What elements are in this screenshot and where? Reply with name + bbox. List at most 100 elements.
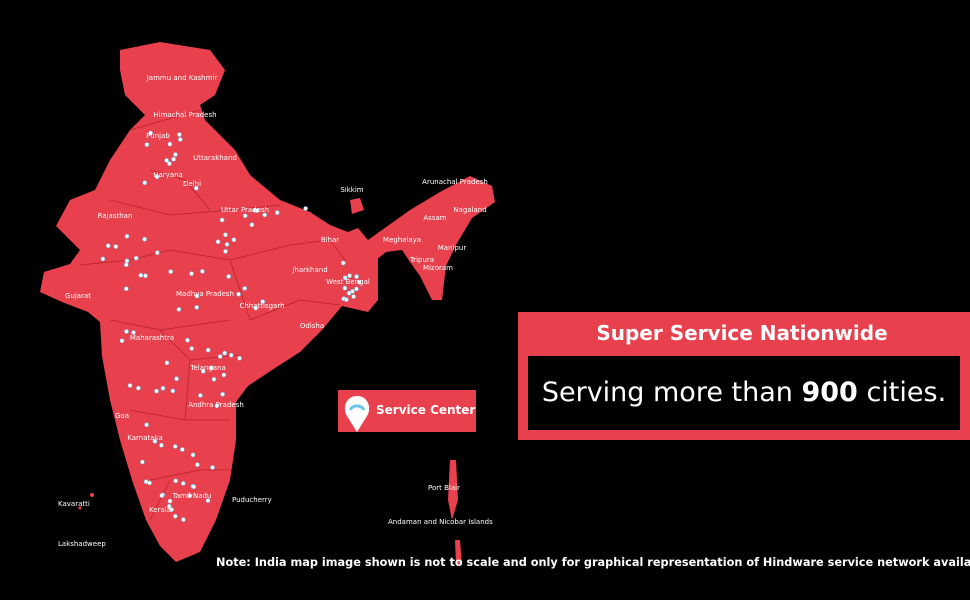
islands-andaman bbox=[448, 460, 462, 565]
north-east bbox=[368, 176, 495, 300]
state-label: Odisha bbox=[300, 322, 324, 330]
service-pin bbox=[144, 142, 150, 147]
state-label: Haryana bbox=[153, 171, 183, 179]
legend-pin-arc bbox=[348, 404, 366, 411]
service-pin bbox=[185, 337, 190, 343]
banner-highlight: 900 bbox=[801, 377, 857, 408]
service-pin bbox=[181, 517, 186, 522]
state-label: Bihar bbox=[321, 236, 339, 244]
service-pin bbox=[173, 152, 178, 157]
legend-label: Service Center bbox=[376, 403, 475, 417]
service-pin bbox=[172, 444, 178, 449]
state-label: Delhi bbox=[183, 180, 201, 188]
island-label: Andaman and Nicobar Islands bbox=[388, 518, 493, 526]
service-pin bbox=[217, 354, 223, 359]
service-pin bbox=[166, 503, 172, 509]
state-label: Sikkim bbox=[340, 186, 363, 194]
state-label: Assam bbox=[423, 214, 446, 222]
legend-pin bbox=[344, 396, 370, 432]
sikkim bbox=[350, 198, 364, 214]
service-pin bbox=[224, 242, 230, 247]
service-pins bbox=[100, 130, 362, 522]
state-label: Gujarat bbox=[65, 292, 91, 300]
service-pin bbox=[164, 158, 169, 163]
service-pin bbox=[198, 393, 203, 398]
service-pin bbox=[242, 213, 248, 219]
service-pin bbox=[142, 180, 147, 185]
state-label: Jammu and Kashmir bbox=[146, 74, 218, 82]
service-pin bbox=[262, 212, 268, 218]
service-pin bbox=[194, 185, 199, 191]
service-pin bbox=[194, 305, 199, 310]
service-pin bbox=[180, 447, 185, 452]
state-label: Madhya Pradesh bbox=[176, 290, 234, 298]
service-pin bbox=[253, 305, 259, 311]
island-label: Port Blair bbox=[428, 484, 460, 492]
service-pin bbox=[143, 273, 148, 279]
service-pin bbox=[124, 329, 129, 334]
service-pin bbox=[342, 275, 348, 281]
state-labels: Jammu and Kashmir Himachal Pradesh Punja… bbox=[65, 74, 488, 514]
state-label: Tripura bbox=[409, 256, 434, 264]
service-pin bbox=[124, 286, 129, 292]
state-label: Kerala bbox=[149, 506, 171, 514]
service-pin bbox=[223, 232, 228, 238]
state-label: Chhattisgarh bbox=[239, 302, 284, 310]
service-pin bbox=[303, 206, 308, 211]
service-pin bbox=[205, 498, 211, 503]
service-pin bbox=[354, 286, 359, 292]
service-pin bbox=[167, 141, 173, 147]
service-pin bbox=[174, 376, 179, 382]
service-pin bbox=[154, 174, 160, 180]
service-pin bbox=[127, 383, 133, 388]
state-label: Puducherry bbox=[232, 496, 272, 504]
service-pin bbox=[100, 256, 106, 262]
state-borders bbox=[79, 109, 346, 521]
service-pin bbox=[131, 330, 136, 335]
service-pin bbox=[148, 130, 153, 136]
service-pin bbox=[164, 360, 170, 366]
service-pin bbox=[140, 459, 145, 465]
service-pin bbox=[189, 346, 194, 351]
service-pin bbox=[254, 208, 260, 213]
service-pin bbox=[160, 385, 166, 391]
legend: Service Center bbox=[338, 390, 476, 432]
service-pin bbox=[205, 347, 211, 353]
service-pin bbox=[222, 350, 227, 356]
state-label: Meghalaya bbox=[383, 236, 421, 244]
island-lakshadweep bbox=[78, 506, 82, 510]
state-label: Himachal Pradesh bbox=[153, 111, 216, 119]
india-map bbox=[40, 42, 495, 565]
island-label: Lakshadweep bbox=[58, 540, 106, 548]
service-pin bbox=[342, 285, 348, 291]
note: Note: India map image shown is not to sc… bbox=[216, 556, 970, 569]
service-pin bbox=[159, 442, 164, 448]
service-pin bbox=[274, 210, 280, 215]
service-pin bbox=[171, 156, 176, 162]
service-pin bbox=[220, 391, 225, 397]
state-label: West Bengal bbox=[326, 278, 370, 286]
service-pin bbox=[226, 274, 231, 279]
state-label: Telangana bbox=[189, 364, 226, 372]
state-label: Uttarakhand bbox=[193, 154, 237, 162]
state-label: Tamil Nadu bbox=[172, 492, 212, 500]
state-label: Karnataka bbox=[127, 434, 163, 442]
service-pin bbox=[219, 217, 225, 223]
service-pin bbox=[119, 338, 125, 344]
service-pin bbox=[138, 272, 144, 278]
service-pin bbox=[176, 307, 182, 312]
service-pin bbox=[178, 137, 183, 142]
service-pin bbox=[169, 507, 174, 512]
state-label: Rajasthan bbox=[98, 212, 133, 220]
service-pin bbox=[147, 480, 152, 486]
service-pin bbox=[200, 269, 205, 274]
banner-text-after: cities. bbox=[866, 377, 946, 408]
state-label: Uttar Pradesh bbox=[221, 206, 269, 214]
island-lakshadweep bbox=[90, 493, 94, 497]
service-pin bbox=[167, 498, 173, 504]
service-pin bbox=[124, 234, 130, 239]
service-pin bbox=[173, 478, 178, 484]
banner-text-before: Serving more than bbox=[542, 377, 793, 408]
service-pin bbox=[237, 355, 242, 361]
